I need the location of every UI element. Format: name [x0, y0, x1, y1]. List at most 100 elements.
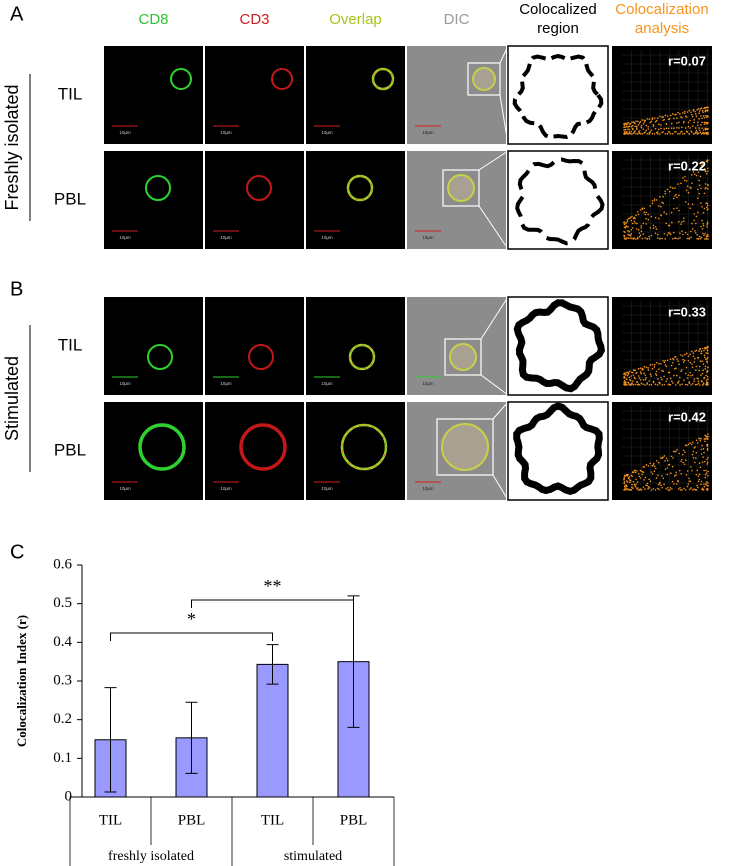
cell: [447, 174, 475, 202]
scatter-dot: [627, 133, 630, 135]
scatter-dot: [695, 215, 698, 218]
scatter-dot: [681, 355, 684, 357]
scatter-dot: [623, 131, 626, 133]
scatter-dot: [704, 114, 707, 117]
scatter-dot: [651, 367, 654, 370]
scatter-dot: [670, 364, 673, 367]
scatter-dot: [663, 375, 665, 378]
scatter-dot: [677, 133, 679, 135]
scatter-dot: [644, 476, 647, 479]
scatter-dot: [696, 109, 698, 111]
row-label: TIL: [58, 335, 83, 354]
scatter-dot: [652, 224, 655, 227]
scatter-dot: [703, 116, 706, 119]
scatter-dot: [701, 360, 703, 363]
scatter-dot: [697, 188, 699, 191]
scatter-dot: [681, 130, 683, 133]
scatter-dot: [681, 453, 684, 456]
coloc-ring: [513, 402, 603, 495]
cell-ring: [170, 68, 192, 90]
scatter-dot: [681, 489, 683, 491]
scatter-dot: [658, 482, 661, 485]
scatter-dot: [697, 486, 699, 489]
scatter-dot: [691, 489, 694, 491]
scatter-dot: [626, 237, 628, 239]
scatter-dot: [706, 458, 708, 461]
scatter-dot: [690, 111, 692, 114]
scatter-dot: [693, 447, 696, 449]
r-label: r=0.22: [668, 158, 706, 173]
scatter-dot: [705, 186, 708, 189]
scatter-dot: [667, 127, 670, 130]
scatter-dot: [675, 471, 677, 474]
scatter-dot: [697, 211, 699, 214]
scatter-dot: [644, 384, 646, 386]
scatter-dot: [654, 226, 657, 228]
scatter-dot: [673, 117, 675, 120]
scatter-dot: [653, 199, 656, 202]
scatter-dot: [699, 108, 702, 110]
scatter-dot: [631, 121, 633, 123]
scatter-dot: [691, 125, 694, 127]
scatter-dot: [680, 458, 683, 461]
scatter-dot: [699, 235, 701, 238]
scatter-dot: [659, 133, 661, 135]
scatter-dot: [681, 221, 683, 223]
scatter-dot: [650, 120, 653, 123]
scatter-dot: [648, 118, 651, 120]
scatter-dot: [654, 467, 657, 470]
scatter-dot: [684, 201, 687, 203]
scatter-dot: [653, 366, 656, 368]
scatter-dot: [640, 488, 643, 491]
scatter-dot: [696, 484, 698, 487]
scatter-dot: [657, 217, 660, 220]
scatter-dot: [648, 235, 650, 238]
r-label: r=0.07: [668, 53, 706, 68]
y-tick-label: 0.1: [53, 750, 72, 766]
scatter-dot: [633, 131, 636, 133]
scatter-dot: [701, 487, 704, 490]
scatter-dot: [654, 232, 657, 235]
scatter-dot: [694, 127, 697, 129]
scatter-dot: [627, 230, 629, 232]
scatter-dot: [706, 209, 709, 211]
scale-label: 10µm: [321, 130, 333, 135]
scatter-dot: [667, 489, 670, 491]
scatter-dot: [700, 352, 702, 355]
scatter-dot: [687, 121, 690, 124]
column-header: Overlap: [329, 11, 382, 28]
scatter-dot: [662, 195, 664, 198]
cell-ring: [271, 68, 293, 90]
scatter-dot: [707, 109, 709, 112]
scatter-dot: [636, 371, 638, 374]
scatter-dot: [677, 183, 679, 185]
scatter-dot: [661, 486, 664, 489]
scatter-dot: [669, 384, 672, 386]
scatter-dot: [672, 231, 675, 234]
scatter-dot: [671, 221, 673, 224]
scatter-dot: [668, 489, 671, 491]
scatter-image: [612, 402, 712, 500]
scatter-dot: [698, 350, 700, 352]
scale-label: 10µm: [321, 381, 333, 386]
scatter-dot: [639, 209, 642, 211]
scale-label: 10µm: [119, 130, 131, 135]
scatter-dot: [693, 488, 695, 491]
scatter-dot: [657, 461, 660, 464]
scatter-dot: [652, 123, 655, 126]
scatter-dot: [669, 132, 672, 135]
scatter-dot: [673, 475, 676, 477]
scatter-dot: [661, 384, 663, 386]
scatter-dot: [695, 473, 698, 476]
scatter-dot: [623, 477, 625, 480]
scatter-dot: [703, 438, 706, 440]
scatter-dot: [694, 110, 696, 113]
row-label: PBL: [54, 189, 86, 208]
scatter-dot: [642, 233, 645, 235]
scatter-dot: [702, 363, 705, 366]
scatter-dot: [690, 230, 692, 233]
scatter-dot: [655, 477, 658, 479]
scatter-dot: [696, 131, 698, 134]
scatter-dot: [698, 118, 700, 120]
